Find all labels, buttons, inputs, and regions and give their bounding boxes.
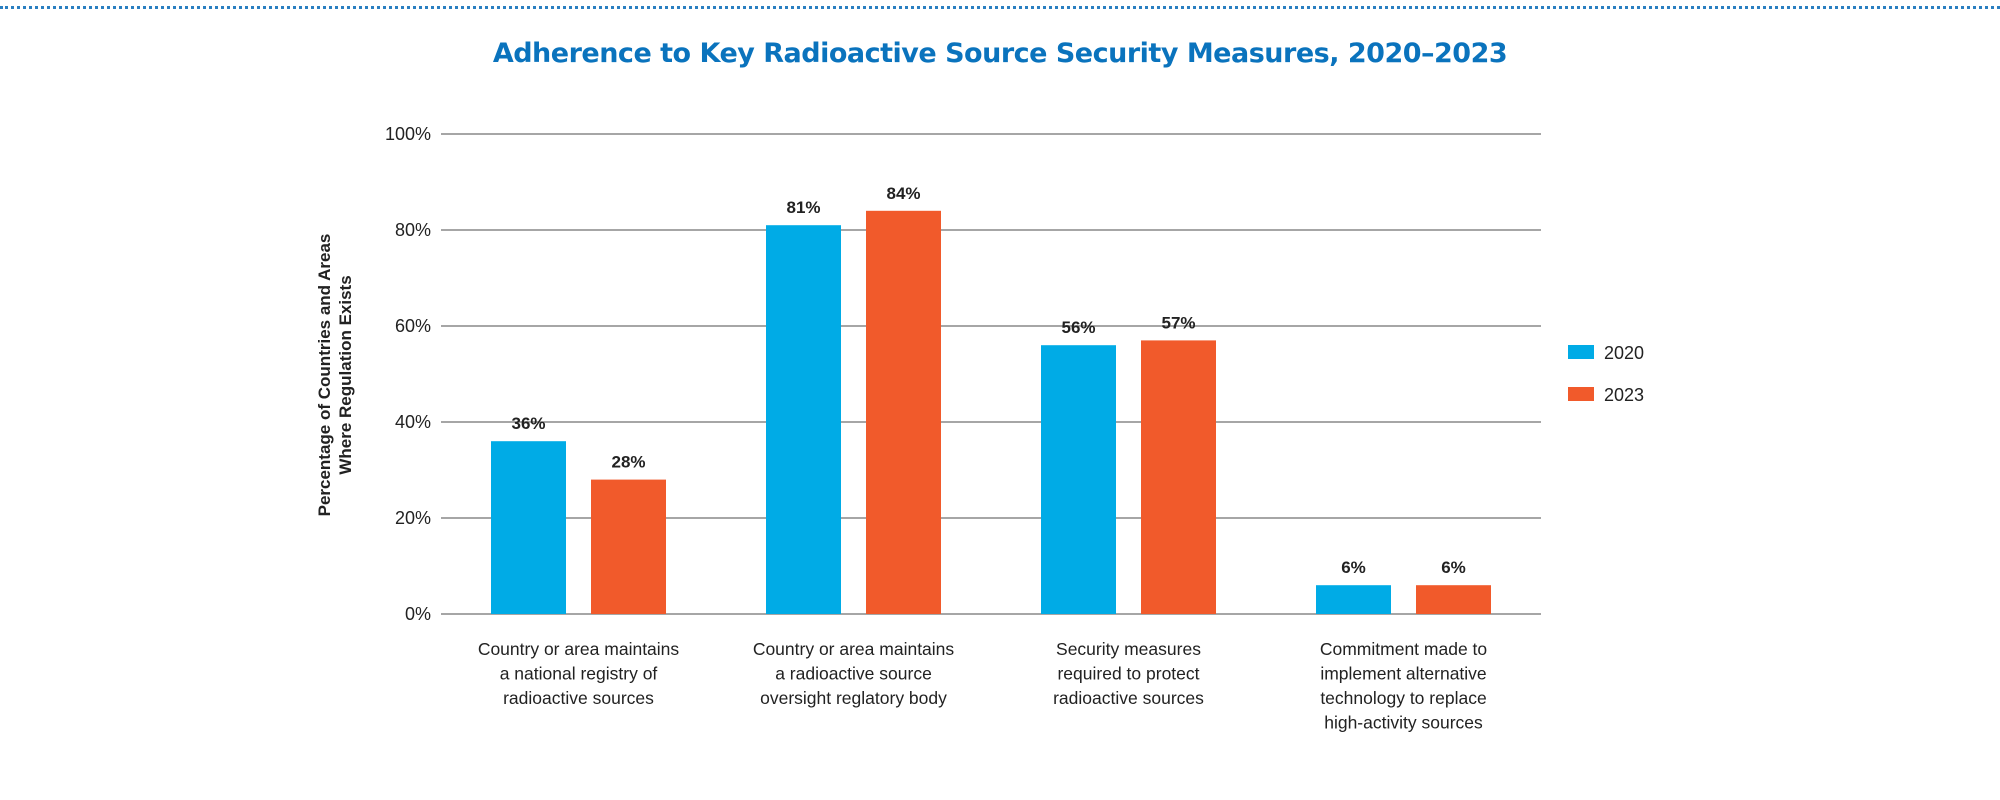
- chart-title: Adherence to Key Radioactive Source Secu…: [492, 38, 1508, 69]
- category-label: a national registry of: [500, 664, 658, 684]
- data-label: 6%: [1341, 558, 1366, 577]
- bar-2020: [1041, 345, 1116, 614]
- category-label: technology to replace: [1320, 688, 1486, 708]
- data-label: 6%: [1441, 558, 1466, 577]
- y-tick-label: 60%: [395, 316, 431, 336]
- data-label: 28%: [611, 453, 645, 472]
- category-label: required to protect: [1057, 664, 1199, 684]
- bar-2020: [1316, 585, 1391, 614]
- y-axis-label: Percentage of Countries and Areas Where R…: [315, 234, 355, 517]
- data-label: 57%: [1161, 313, 1195, 332]
- category-label: radioactive sources: [1053, 688, 1204, 708]
- legend-swatch-2023: [1568, 387, 1594, 401]
- y-tick-label: 20%: [395, 508, 431, 528]
- data-label: 81%: [786, 198, 820, 217]
- category-label: Security measures: [1056, 639, 1201, 659]
- y-tick-label: 80%: [395, 220, 431, 240]
- category-label: Commitment made to: [1320, 639, 1487, 659]
- legend-swatch-2020: [1568, 345, 1594, 359]
- bar-2023: [1416, 585, 1491, 614]
- bar-2023: [866, 210, 941, 615]
- y-axis-label-line: Where Regulation Exists: [336, 275, 355, 474]
- category-label: oversight reglatory body: [760, 688, 947, 708]
- category-label: high-activity sources: [1324, 713, 1483, 733]
- category-label: implement alternative: [1320, 664, 1486, 684]
- legend-label: 2023: [1604, 385, 1644, 405]
- bar-2020: [766, 225, 841, 614]
- bar-2020: [491, 441, 566, 614]
- category-label: radioactive sources: [503, 688, 654, 708]
- dotted-divider: [0, 6, 2000, 9]
- bar-2023: [591, 479, 666, 614]
- category-label: a radioactive source: [775, 664, 932, 684]
- y-tick-label: 100%: [385, 124, 431, 144]
- y-axis-label-line: Percentage of Countries and Areas: [315, 234, 334, 517]
- data-label: 56%: [1061, 318, 1095, 337]
- data-label: 84%: [886, 184, 920, 203]
- y-tick-label: 0%: [405, 604, 431, 624]
- legend-label: 2020: [1604, 343, 1644, 363]
- category-label: Country or area maintains: [478, 639, 680, 659]
- category-label: Country or area maintains: [753, 639, 955, 659]
- y-tick-label: 40%: [395, 412, 431, 432]
- data-label: 36%: [511, 414, 545, 433]
- bar-2023: [1141, 340, 1216, 614]
